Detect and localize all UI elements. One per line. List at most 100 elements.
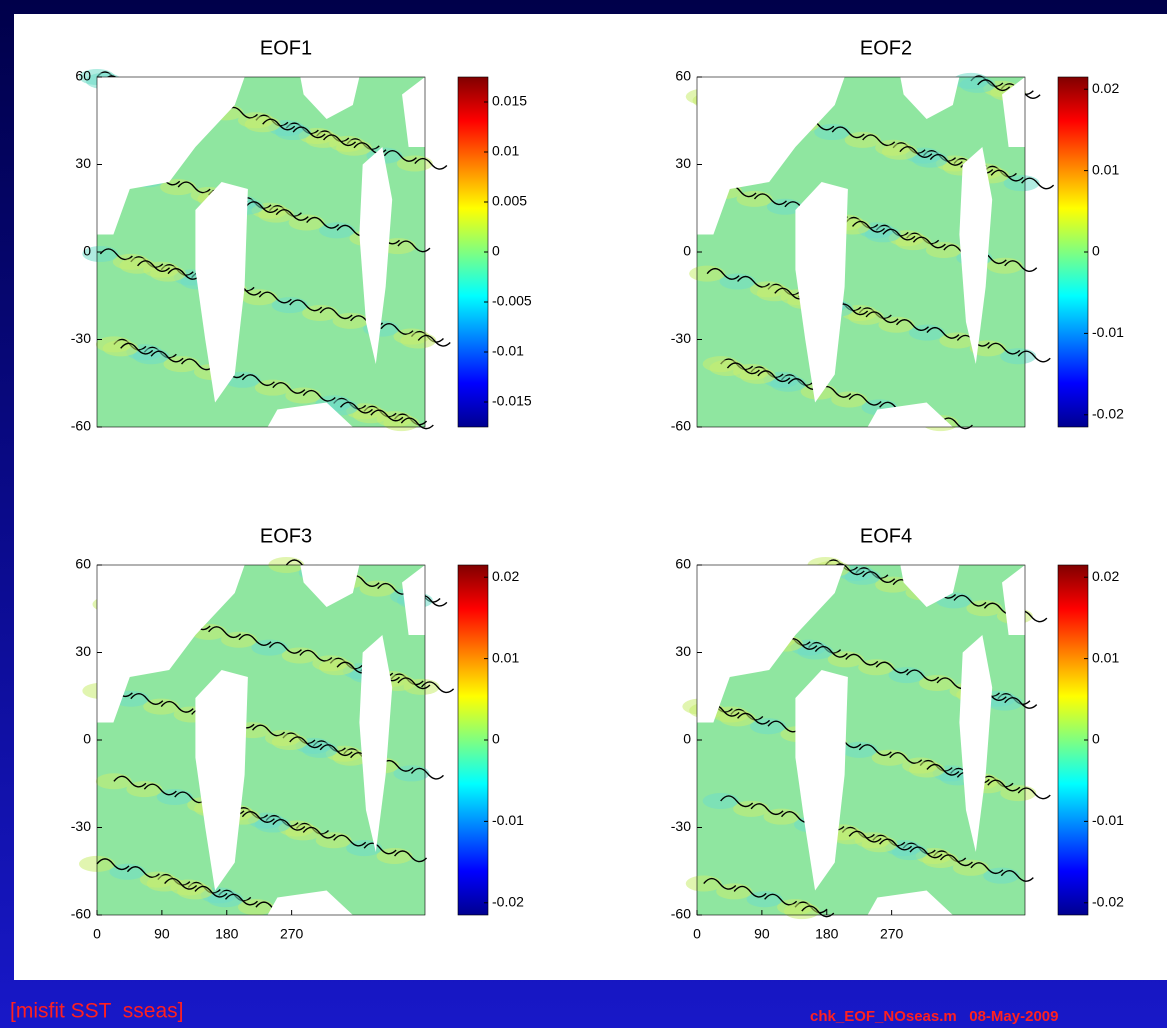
contour bbox=[1000, 869, 1034, 882]
contour bbox=[757, 370, 791, 383]
contour bbox=[292, 126, 326, 139]
contour bbox=[241, 810, 275, 823]
y-tick-label: -60 bbox=[71, 418, 91, 434]
contour bbox=[889, 752, 923, 764]
colorbar-tick-label: 0.02 bbox=[1092, 80, 1119, 96]
land-mask bbox=[97, 565, 245, 723]
contour bbox=[272, 818, 306, 831]
contour bbox=[126, 866, 160, 878]
contour bbox=[150, 350, 184, 363]
land-mask bbox=[300, 565, 360, 607]
contour bbox=[926, 326, 960, 339]
contour bbox=[848, 393, 882, 406]
contour bbox=[726, 362, 760, 375]
contour bbox=[851, 220, 886, 233]
field-texture bbox=[82, 245, 119, 262]
land-mask bbox=[195, 182, 248, 403]
field-texture bbox=[1000, 348, 1037, 365]
contour bbox=[939, 854, 973, 867]
land-mask bbox=[359, 147, 393, 364]
land-mask bbox=[359, 635, 393, 852]
contour bbox=[1004, 260, 1038, 272]
contour bbox=[417, 334, 451, 347]
contour bbox=[323, 134, 357, 147]
land-mask bbox=[900, 565, 960, 607]
colorbar-tick-label: 0 bbox=[1092, 243, 1100, 259]
contour bbox=[987, 779, 1021, 792]
contour bbox=[865, 311, 899, 324]
contour bbox=[224, 893, 258, 906]
colorbar-tick-label: 0 bbox=[1092, 731, 1100, 747]
colorbar-tick-label: 0.01 bbox=[1092, 161, 1119, 177]
contour bbox=[137, 260, 171, 272]
contour bbox=[750, 803, 784, 816]
land-mask bbox=[795, 182, 848, 403]
contour bbox=[845, 653, 879, 666]
contour bbox=[302, 826, 336, 839]
contour bbox=[814, 645, 848, 658]
colorbar bbox=[457, 564, 489, 916]
contour bbox=[862, 571, 896, 583]
colorbar-tick-label: 0.01 bbox=[1092, 649, 1119, 665]
contour bbox=[906, 669, 940, 682]
land-mask bbox=[959, 147, 993, 364]
contour bbox=[194, 885, 228, 898]
colorbar bbox=[457, 76, 489, 428]
colorbar-tick-label: -0.01 bbox=[1092, 324, 1124, 340]
colorbar-tick-label: -0.01 bbox=[1092, 812, 1124, 828]
colorbar-tick-label: -0.02 bbox=[1092, 893, 1124, 909]
y-tick-label: 0 bbox=[83, 731, 91, 747]
x-tick-label: 270 bbox=[880, 926, 904, 942]
y-tick-label: 0 bbox=[683, 243, 691, 259]
colorbar-tick-label: 0 bbox=[492, 731, 500, 747]
contour bbox=[875, 661, 909, 674]
contour bbox=[164, 877, 198, 890]
contour bbox=[753, 193, 787, 206]
contour bbox=[737, 712, 771, 725]
contour bbox=[333, 834, 367, 847]
contour bbox=[895, 319, 929, 331]
land-mask bbox=[959, 635, 993, 852]
contour bbox=[143, 783, 177, 796]
y-tick-label: -60 bbox=[671, 418, 691, 434]
contour bbox=[394, 850, 428, 863]
contour bbox=[970, 862, 1004, 875]
panel-title: EOF2 bbox=[860, 37, 912, 59]
contour bbox=[241, 374, 275, 387]
contour bbox=[120, 342, 154, 355]
y-tick-label: 60 bbox=[75, 68, 91, 84]
y-tick-label: -30 bbox=[71, 818, 91, 834]
contour bbox=[289, 299, 323, 312]
contour bbox=[831, 126, 865, 139]
contour bbox=[289, 736, 323, 749]
contour bbox=[400, 417, 434, 430]
contour bbox=[953, 594, 987, 607]
colorbar-tick-label: 0.01 bbox=[492, 649, 519, 665]
contour bbox=[1021, 177, 1055, 190]
y-tick-label: 0 bbox=[83, 243, 91, 259]
contour bbox=[208, 626, 242, 639]
y-tick-label: -60 bbox=[71, 906, 91, 922]
contour bbox=[990, 169, 1024, 182]
contour bbox=[370, 409, 404, 422]
contour bbox=[801, 905, 835, 918]
y-tick-label: -30 bbox=[71, 330, 91, 346]
colorbar-tick-label: -0.01 bbox=[492, 343, 524, 359]
map-panel: EOF1 -60 -30 0 30 60 -0.015 -0.01 -0.005 0 0.005 0.… bbox=[71, 37, 532, 433]
contour bbox=[363, 842, 397, 855]
land-mask bbox=[697, 565, 845, 723]
contour bbox=[909, 846, 943, 859]
contour bbox=[251, 724, 286, 737]
x-tick-label: 270 bbox=[280, 926, 304, 942]
contour bbox=[299, 649, 333, 662]
colorbar-tick-label: 0.005 bbox=[492, 193, 527, 209]
contour bbox=[882, 228, 916, 241]
contour bbox=[848, 830, 882, 843]
contour bbox=[160, 700, 194, 713]
land-mask bbox=[300, 77, 360, 119]
contour bbox=[268, 641, 302, 654]
colorbar bbox=[1057, 76, 1089, 428]
colorbar-tick-label: 0.01 bbox=[492, 143, 519, 159]
contour bbox=[262, 118, 296, 131]
contour bbox=[862, 134, 896, 147]
